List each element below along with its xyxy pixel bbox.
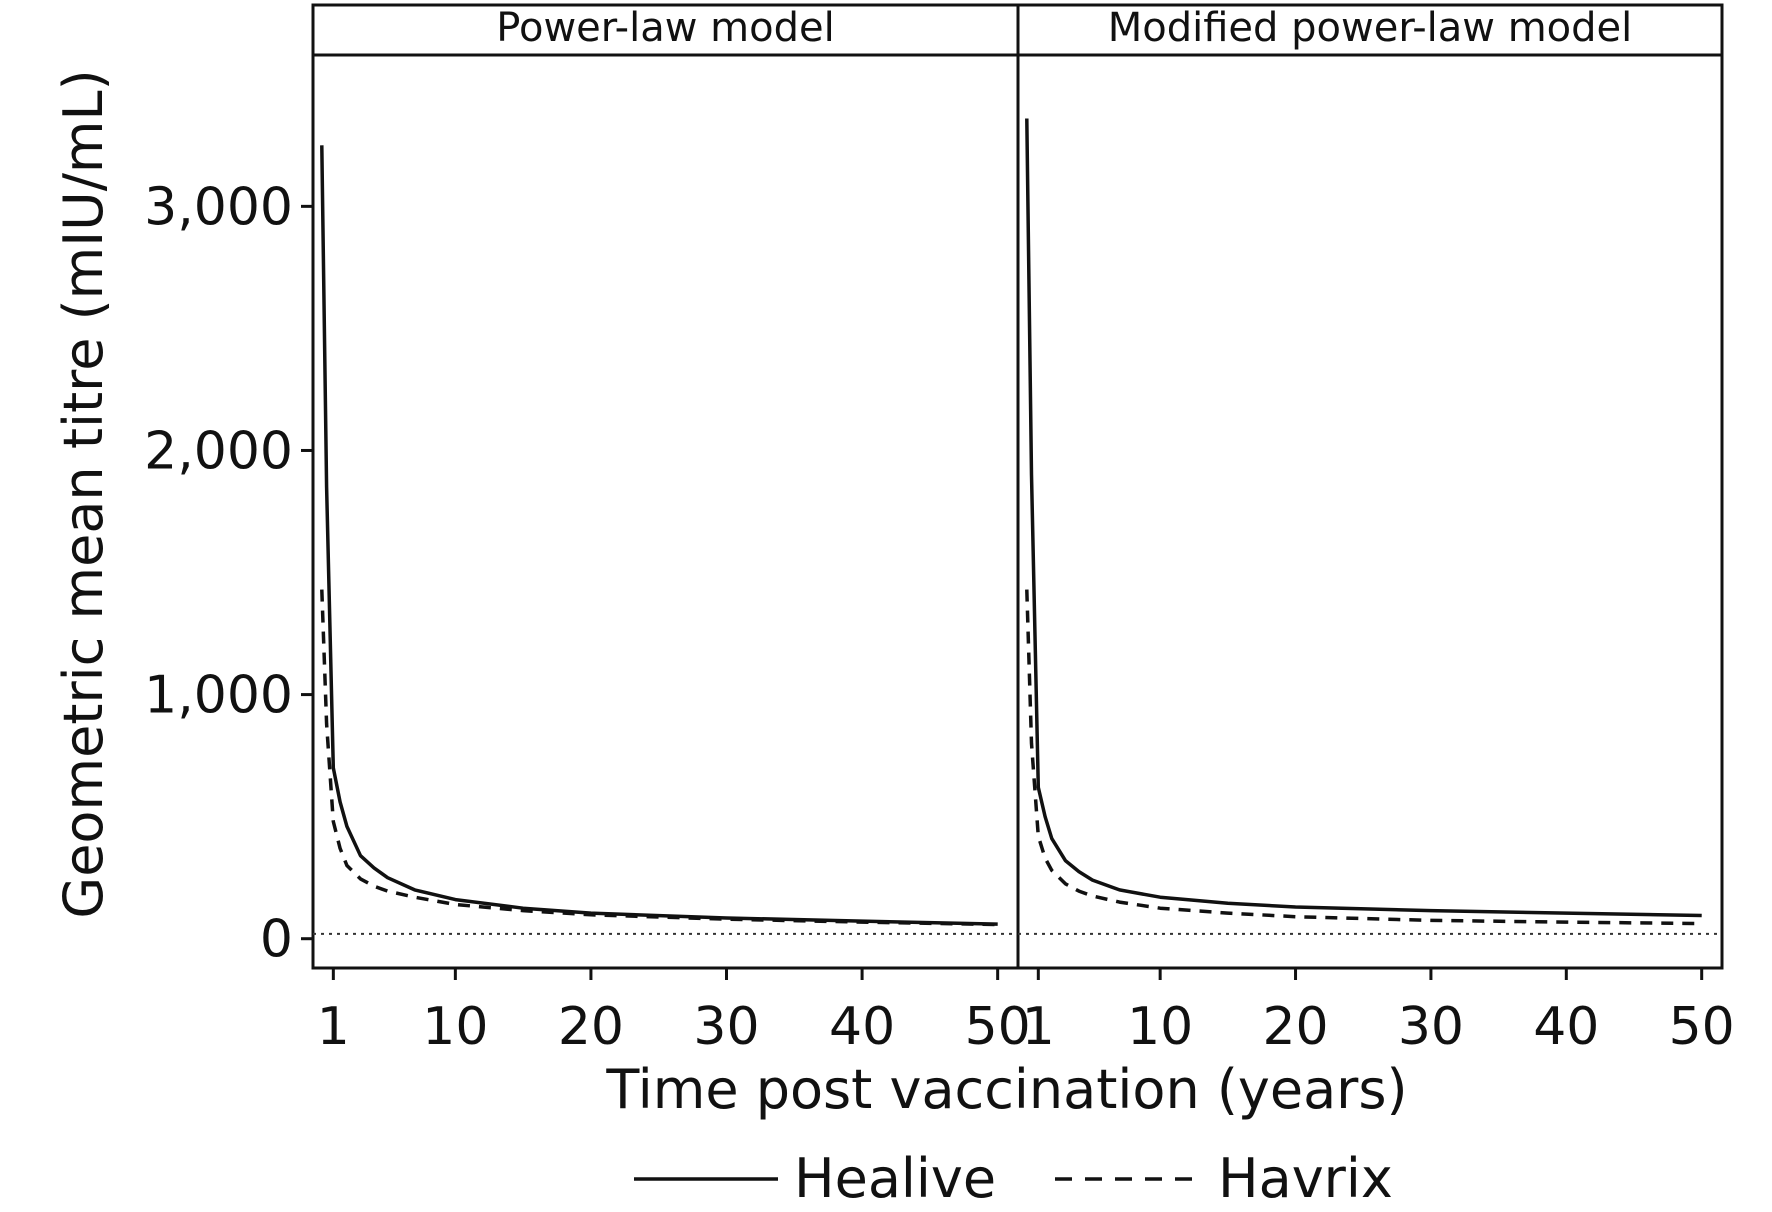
y-tick-label: 1,000 [144, 666, 293, 726]
y-tick-label: 0 [260, 910, 293, 970]
x-tick-label: 50 [1669, 997, 1735, 1057]
x-tick-label: 1 [317, 997, 350, 1057]
x-tick-label: 30 [693, 997, 759, 1057]
y-tick-label: 2,000 [144, 421, 293, 481]
series-line-healive [1025, 118, 1702, 918]
legend-label-healive: Healive [794, 1147, 996, 1210]
panel-strip-1 [311, 3, 1020, 57]
series-line-havrix [320, 589, 998, 927]
panel-2: Modified power-law model 1 10 20 30 40 50 [1016, 3, 1735, 1057]
x-tick-label: 40 [829, 997, 895, 1057]
x-tick-label: 20 [558, 997, 624, 1057]
x-tick-label: 1 [1022, 997, 1055, 1057]
panel-frame-1 [311, 53, 1020, 970]
series-line-havrix [1025, 589, 1702, 926]
series-line-healive [320, 145, 998, 926]
y-axis-label: Geometric mean titre (mIU/mL) [52, 69, 115, 918]
y-tick-label: 3,000 [144, 177, 293, 237]
panel-1: Power-law model 1 10 20 30 40 50 0 1,000 2,000 3,0… [144, 3, 1031, 1057]
chart-panels: Power-law model 1 10 20 30 40 50 0 1,000 2,000 3,0… [144, 3, 1735, 1057]
x-tick-label: 20 [1262, 997, 1328, 1057]
panel-frame-2 [1016, 53, 1724, 970]
x-tick-label: 10 [1127, 997, 1193, 1057]
panel-title-2: Modified power-law model [1108, 5, 1633, 51]
x-tick-label: 40 [1533, 997, 1599, 1057]
panel-title-1: Power-law model [496, 5, 834, 51]
legend: Healive Havrix [634, 1147, 1393, 1210]
x-tick-label: 50 [965, 997, 1031, 1057]
x-tick-label: 30 [1398, 997, 1464, 1057]
x-tick-label: 10 [422, 997, 488, 1057]
legend-label-havrix: Havrix [1218, 1147, 1393, 1210]
x-axis-label: Time post vaccination (years) [605, 1058, 1407, 1121]
